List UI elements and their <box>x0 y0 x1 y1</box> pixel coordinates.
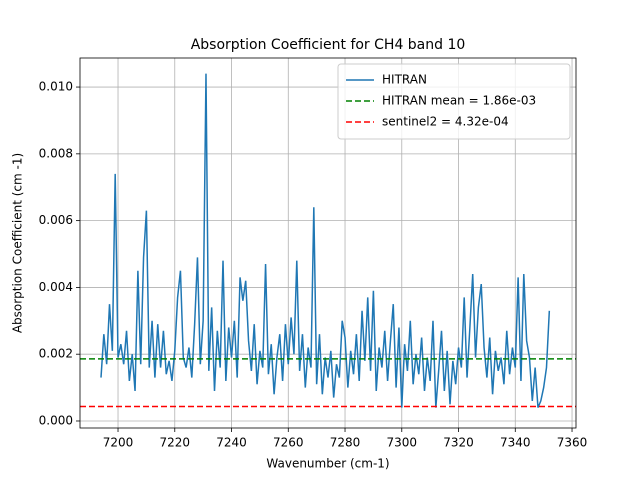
legend-label: HITRAN <box>382 73 427 87</box>
legend-label: HITRAN mean = 1.86e-03 <box>382 94 536 108</box>
data-line <box>100 73 551 408</box>
x-tick-label: 7200 <box>103 436 134 450</box>
x-tick-label: 7320 <box>443 436 474 450</box>
y-tick-label: 0.002 <box>39 347 73 361</box>
x-tick-label: 7340 <box>500 436 531 450</box>
x-tick-label: 7220 <box>160 436 191 450</box>
legend-box <box>337 63 571 140</box>
y-tick-label: 0.010 <box>39 80 73 94</box>
x-tick-label: 7360 <box>557 436 588 450</box>
y-tick-label: 0.000 <box>39 413 73 427</box>
y-tick-label: 0.006 <box>39 213 73 227</box>
y-axis-label: Absorption Coefficient (cm -1) <box>11 153 25 333</box>
x-tick-label: 7280 <box>330 436 361 450</box>
x-tick-label: 7300 <box>387 436 418 450</box>
x-axis-label: Wavenumber (cm-1) <box>266 457 389 471</box>
chart-title: Absorption Coefficient for CH4 band 10 <box>191 37 466 53</box>
x-tick-label: 7240 <box>216 436 247 450</box>
x-tick-label: 7260 <box>273 436 304 450</box>
legend-label: sentinel2 = 4.32e-04 <box>382 115 509 129</box>
y-tick-label: 0.008 <box>39 146 73 160</box>
y-tick-label: 0.004 <box>39 280 73 294</box>
plot-frame <box>79 57 577 429</box>
